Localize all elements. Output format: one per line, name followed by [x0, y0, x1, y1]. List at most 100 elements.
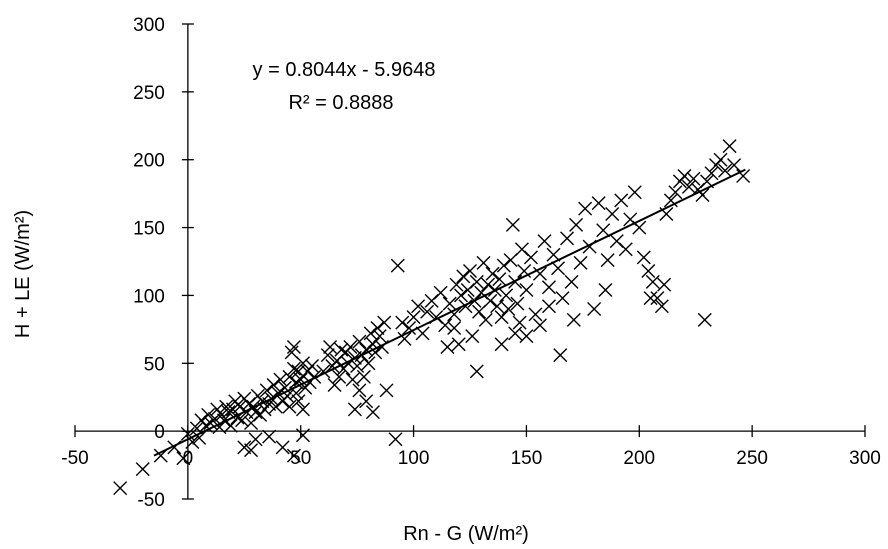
data-point	[370, 321, 385, 335]
data-point-stroke	[345, 372, 360, 387]
data-point-stroke	[564, 274, 579, 289]
data-point-stroke	[632, 220, 647, 235]
data-point-stroke	[368, 345, 383, 360]
data-point-stroke	[523, 250, 538, 265]
data-point-stroke	[277, 380, 292, 395]
data-point-stroke	[359, 394, 374, 409]
data-point-stroke	[569, 217, 584, 232]
data-point-stroke	[591, 196, 606, 211]
data-point	[282, 369, 297, 384]
data-point-stroke	[262, 429, 277, 444]
data-point-stroke	[700, 174, 714, 189]
data-point	[395, 315, 410, 330]
data-point	[492, 272, 507, 287]
x-tick-label: 250	[736, 448, 768, 469]
data-point	[686, 171, 701, 186]
data-point	[641, 264, 656, 278]
data-point	[532, 266, 547, 281]
data-point	[663, 193, 678, 208]
data-point-stroke	[614, 193, 629, 208]
data-point-stroke	[363, 326, 378, 341]
data-point-stroke	[553, 348, 568, 363]
data-point	[402, 321, 417, 335]
data-point-stroke	[406, 310, 421, 325]
data-point-stroke	[578, 201, 593, 216]
data-point	[614, 193, 629, 208]
data-point-stroke	[519, 329, 534, 344]
data-point-stroke	[379, 383, 394, 398]
data-point	[501, 302, 516, 316]
data-point-stroke	[447, 307, 462, 322]
data-point	[519, 283, 534, 297]
data-point-stroke	[248, 405, 263, 420]
data-point-stroke	[463, 264, 477, 278]
y-axis-title: H + LE (W/m²)	[12, 210, 34, 338]
x-tick-label: 200	[623, 448, 655, 469]
data-point	[510, 296, 525, 311]
data-point-stroke	[499, 288, 514, 303]
y-tick-label: 250	[133, 83, 165, 104]
data-point-stroke	[189, 421, 204, 436]
data-point-stroke	[438, 318, 453, 333]
data-point-stroke	[485, 266, 500, 281]
data-point-stroke	[609, 234, 624, 249]
data-point	[293, 372, 308, 387]
data-point-stroke	[411, 299, 426, 314]
data-point-stroke	[223, 418, 238, 433]
data-point-stroke	[266, 378, 281, 392]
data-point-stroke	[268, 399, 283, 414]
data-point-stroke	[532, 266, 547, 281]
data-point-stroke	[390, 258, 405, 273]
data-point	[198, 418, 213, 433]
data-point-stroke	[356, 369, 371, 384]
data-point	[456, 269, 471, 284]
data-point	[713, 152, 728, 167]
data-point-stroke	[365, 337, 380, 352]
data-point-stroke	[472, 304, 487, 319]
data-point-stroke	[627, 185, 642, 200]
data-point	[388, 432, 403, 447]
data-point-stroke	[677, 169, 692, 183]
data-point	[113, 481, 128, 496]
data-point-stroke	[433, 285, 448, 300]
data-point-stroke	[469, 364, 484, 379]
data-point	[266, 378, 281, 392]
data-point	[472, 304, 487, 319]
data-point-stroke	[295, 356, 310, 371]
data-point	[275, 440, 290, 455]
data-point	[573, 255, 588, 270]
data-point-stroke	[456, 269, 471, 284]
data-point-stroke	[237, 440, 252, 455]
data-point-stroke	[503, 253, 518, 268]
data-point-stroke	[449, 277, 464, 292]
data-point	[463, 264, 477, 278]
data-point-stroke	[697, 312, 712, 327]
data-point-stroke	[289, 386, 304, 401]
data-point	[359, 394, 374, 409]
data-point	[397, 331, 412, 346]
data-point-stroke	[244, 443, 259, 458]
data-point	[135, 462, 150, 477]
data-point-stroke	[510, 296, 525, 311]
x-axis-title: Rn - G (W/m²)	[403, 523, 529, 545]
data-point	[237, 440, 252, 455]
data-point-stroke	[512, 315, 527, 330]
data-point-stroke	[643, 291, 658, 306]
data-point-stroke	[494, 310, 509, 325]
data-point-stroke	[659, 207, 674, 221]
data-point	[605, 207, 620, 221]
data-point-stroke	[440, 340, 455, 354]
data-point-stroke	[282, 399, 297, 414]
data-point	[286, 361, 301, 376]
data-point-stroke	[542, 299, 556, 314]
data-point	[553, 348, 568, 363]
y-tick-label: 0	[154, 422, 165, 443]
x-tick-label: 0	[183, 448, 194, 469]
data-point-stroke	[663, 193, 678, 208]
data-point	[352, 334, 367, 349]
data-point-stroke	[192, 430, 207, 445]
data-point	[268, 399, 283, 414]
data-point-stroke	[334, 342, 349, 357]
data-point	[537, 234, 552, 249]
